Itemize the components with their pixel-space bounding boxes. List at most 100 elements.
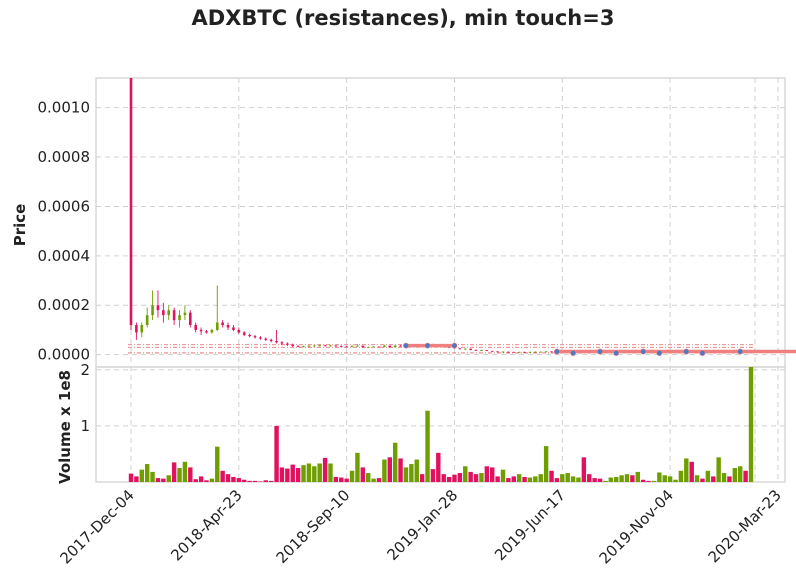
volume-bar [285,468,290,482]
volume-bar [651,480,657,482]
candle-body [350,346,354,347]
volume-bar [543,446,549,482]
volume-bars [128,367,754,482]
volume-bar [727,476,732,482]
candle-body [199,329,203,332]
volume-bar [220,470,225,482]
volume-bar [236,478,242,482]
volume-bar [150,471,155,482]
x-tick-label: 2019-Jan-28 [383,486,461,564]
volume-bar [392,442,398,482]
volume-bar [630,475,635,482]
candle-body [210,329,214,333]
candle-body [474,349,478,351]
volume-bar [328,463,333,482]
x-tick-label: 2017-Dec-04 [56,486,137,567]
volume-bar [355,452,360,482]
volume-bar [247,480,252,482]
volume-bar [344,478,349,482]
volume-bar [263,480,268,482]
candle-body [361,345,365,348]
candle-body [393,345,397,348]
volume-bar [441,474,446,482]
volume-bar [592,478,597,482]
volume-bar [490,467,495,482]
volume-bar [533,476,538,482]
volume-bar [554,478,560,482]
volume-bar [398,458,403,482]
volume-bar [268,480,274,482]
resistance-touch-point [554,348,560,355]
volume-bar [177,467,182,482]
volume-bar [748,367,754,482]
resistance-touch-point [699,350,706,356]
candle-body [496,351,499,353]
volume-bar [258,481,263,482]
price-axis-label: Price [11,204,29,247]
candle-body [463,348,467,350]
volume-bar [317,463,322,482]
candle-body [129,78,133,326]
volume-bar [144,464,150,482]
volume-bar [252,480,258,482]
volume-bar [457,473,463,482]
axes: 0.0000 0.0002 0.0004 0.0006 0.0008 0.0010 1 2 20… [38,99,785,568]
x-tick-label: 2019-Jun-17 [491,486,569,564]
volume-bar [500,469,506,482]
volume-bar [312,466,317,482]
volume-bar [603,480,608,482]
candle-body [539,351,543,353]
volume-bar [705,470,711,482]
volume-bar [295,467,301,482]
volume-bar [522,476,527,482]
volume-bar [279,467,285,482]
volume-bar [414,459,419,482]
volume-bar [700,478,705,482]
volume-bar [403,467,409,482]
volume-bar [732,467,738,482]
candle-body [490,350,494,352]
candle-body [334,345,338,347]
volume-bar [134,476,139,482]
volume-bar [516,474,522,482]
candle-body [345,346,348,348]
volume-bar [743,470,748,482]
candle-body [528,351,532,353]
resistance-touch-point [570,350,576,356]
x-tick-label: 2018-Sep-10 [273,486,354,567]
volume-bar [673,479,678,482]
volume-bar [597,478,603,482]
candle-body [221,322,224,326]
volume-bar [290,464,295,482]
volume-bar [635,471,640,482]
volume-bar [463,466,468,482]
candles [129,78,753,354]
candle-body [485,350,489,352]
candle-body [248,334,251,337]
volume-bar [409,464,414,482]
candle-body [167,310,171,316]
volume-bar [527,477,533,482]
candle-body [264,338,268,340]
volume-bar [576,477,581,482]
candle-body [178,315,181,321]
volume-bar [640,479,646,482]
candle-body [447,346,451,348]
volume-bar [506,478,511,482]
candle-body [534,351,537,353]
volume-bar [587,474,592,482]
volume-bar [274,425,279,482]
resistance-touch-point [737,348,744,355]
candle-body [399,345,402,347]
price-tick-label: 0.0004 [38,247,91,265]
volume-bar [339,477,344,482]
volume-bar [684,458,689,482]
candle-body [172,310,176,321]
volume-bar [155,478,161,482]
volume-bar [667,476,673,482]
volume-bar [322,457,328,482]
volume-bar [231,476,236,482]
chart-title: ADXBTC (resistances), min touch=3 [191,6,615,30]
volume-bar [646,480,651,482]
candle-body [237,329,241,333]
